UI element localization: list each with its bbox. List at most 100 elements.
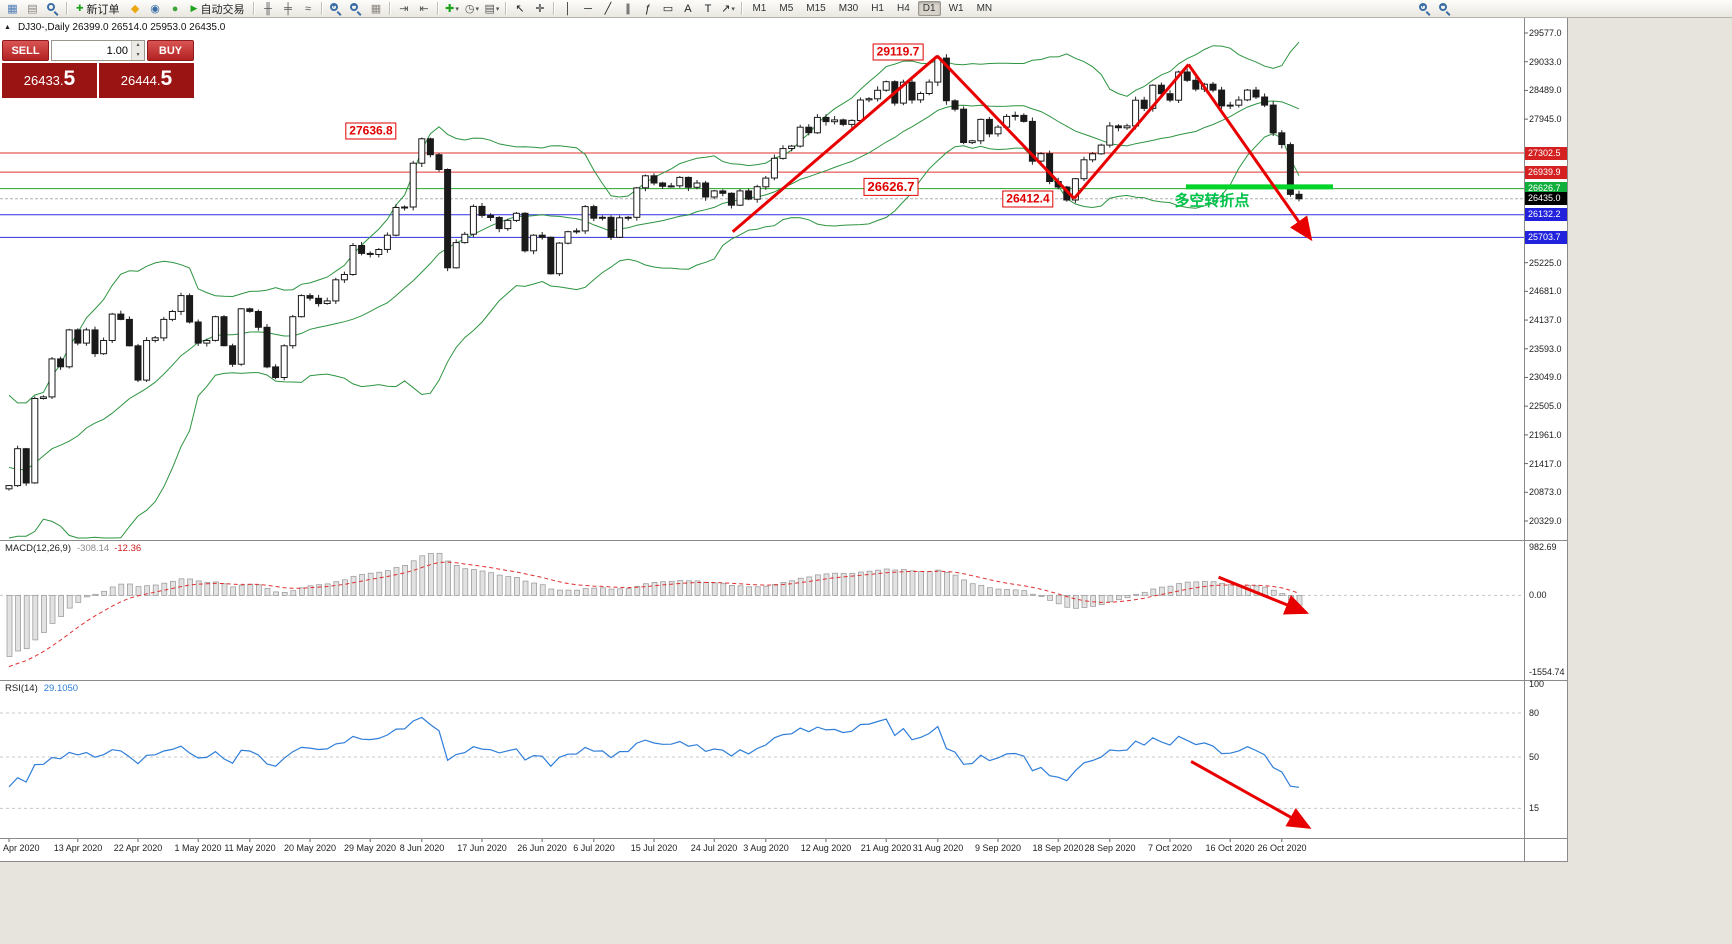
candlestick-chart-icon[interactable]: ╪ xyxy=(284,2,292,15)
templates-icon[interactable]: ▤ ▾ xyxy=(484,3,500,15)
find-zoom-in-icon[interactable]: + xyxy=(1415,1,1434,17)
timeframe-h1[interactable]: H1 xyxy=(871,3,884,14)
fibonacci-icon[interactable]: ƒ xyxy=(644,2,652,15)
price-tag: 26939.9 xyxy=(1525,166,1567,179)
timeframe-d1[interactable]: D1 xyxy=(917,1,941,16)
price-axis-label: 28489.0 xyxy=(1529,85,1562,95)
timeframe-m5[interactable]: M5 xyxy=(779,3,794,14)
time-axis-label: 26 Oct 2020 xyxy=(1257,843,1307,853)
buy-price[interactable]: 26444. 5 xyxy=(99,63,194,98)
horizontal-line-icon[interactable]: ─ xyxy=(584,2,592,15)
symbol-header: ▲ DJ30-,Daily 26399.0 26514.0 25953.0 26… xyxy=(4,22,225,33)
time-axis-label: 12 Aug 2020 xyxy=(800,843,852,853)
sell-price-main: 26433. xyxy=(23,73,64,88)
timeframe-m30[interactable]: M30 xyxy=(838,3,859,14)
vertical-line-icon[interactable]: │ xyxy=(564,2,572,15)
time-axis-label: 22 Apr 2020 xyxy=(113,843,163,853)
market-watch-icon[interactable] xyxy=(43,1,62,17)
time-axis-label: 8 Jun 2020 xyxy=(399,843,445,853)
shapes-icon[interactable]: ▭ xyxy=(662,3,674,15)
sell-price[interactable]: 26433. 5 xyxy=(2,63,97,98)
time-axis-label: 18 Sep 2020 xyxy=(1032,843,1084,853)
price-axis-label: 22505.0 xyxy=(1529,401,1562,411)
timeframe-m15[interactable]: M15 xyxy=(806,3,826,14)
volume-input[interactable] xyxy=(52,41,131,60)
price-annotation[interactable]: 29119.7 xyxy=(872,43,924,61)
crosshair-icon[interactable]: ✛ xyxy=(535,3,545,15)
rsi-axis-label: 80 xyxy=(1529,708,1540,718)
trendline-icon[interactable]: ╱ xyxy=(604,3,612,15)
navigator-icon[interactable]: ● xyxy=(171,2,179,15)
data-window-icon[interactable]: ◉ xyxy=(150,3,160,15)
turning-point-note[interactable]: 多空转折点 xyxy=(1174,192,1250,210)
periods-icon[interactable]: ◷ ▾ xyxy=(464,3,480,15)
toolbar-separator xyxy=(66,2,67,15)
price-annotation[interactable]: 27636.8 xyxy=(345,122,397,140)
text-label-icon[interactable]: T xyxy=(704,2,712,15)
new-chart-icon[interactable]: ▦ xyxy=(7,3,18,15)
new-order-button[interactable]: ✚ 新订单 xyxy=(76,3,120,16)
macd-axis-label: -1554.74 xyxy=(1529,667,1565,677)
macd-indicator-label: MACD(12,26,9) -308.14 -12.36 xyxy=(5,543,142,554)
autotrading-button-icon: ▶ xyxy=(190,3,198,13)
time-axis-label: 3 Aug 2020 xyxy=(743,843,789,853)
price-annotation[interactable]: 26626.7 xyxy=(863,177,919,197)
timeframe-m1[interactable]: M1 xyxy=(752,3,767,14)
rsi-axis-label: 15 xyxy=(1529,803,1540,813)
chart-shift-icon[interactable]: ⇤ xyxy=(419,3,429,15)
find-zoom-out-icon[interactable]: − xyxy=(1435,1,1454,17)
sell-button[interactable]: SELL xyxy=(2,40,49,61)
price-axis-label: 24681.0 xyxy=(1529,286,1562,296)
time-axis-label: 20 May 2020 xyxy=(283,843,337,853)
text-icon[interactable]: A xyxy=(684,2,692,15)
new-order-button-icon: ✚ xyxy=(76,3,84,13)
tile-windows-icon[interactable]: ▦ xyxy=(370,3,382,15)
main-toolbar: ▦ ▤ ✚ 新订单 ◆ ◉ ● ▶ 自动交易 ╫ ╪ ≈ + − ▦ ⇥ ⇤ ✚ ▾ ◷ ▾ ▤ ▾ ↖ ✛ │ ─ ╱ ∥ ƒ ▭ A T ↗ ▾… xyxy=(0,0,1732,18)
indicators-icon[interactable]: ✚ ▾ xyxy=(445,3,459,15)
timeframe-mn[interactable]: MN xyxy=(976,3,993,14)
time-axis-label: 1 May 2020 xyxy=(174,843,222,853)
toolbar-separator xyxy=(741,2,743,15)
price-axis-label: 24137.0 xyxy=(1529,315,1562,325)
zoom-in-icon[interactable]: + xyxy=(326,1,345,17)
price-tag: 26626.7 xyxy=(1525,182,1567,195)
auto-scroll-icon[interactable]: ⇥ xyxy=(399,3,409,15)
timeframe-h4[interactable]: H4 xyxy=(896,3,910,14)
volume-down-icon[interactable]: ▾ xyxy=(132,50,144,60)
time-axis-label: 24 Jul 2020 xyxy=(690,843,738,853)
autotrading-button[interactable]: ▶ 自动交易 xyxy=(190,3,245,16)
toolbar-separator xyxy=(553,2,555,15)
one-click-collapse-icon[interactable]: ▲ xyxy=(4,24,11,31)
price-axis-label: 21417.0 xyxy=(1529,459,1562,469)
price-tag: 26132.2 xyxy=(1525,208,1567,221)
toolbar-separator xyxy=(437,2,439,15)
time-axis-label: 17 Jun 2020 xyxy=(457,843,507,853)
price-axis-label: 27945.0 xyxy=(1529,114,1562,124)
time-axis-label: 16 Oct 2020 xyxy=(1205,843,1255,853)
metaeditor-icon[interactable]: ◆ xyxy=(130,3,140,15)
volume-up-icon[interactable]: ▴ xyxy=(132,41,144,51)
buy-price-big: 5 xyxy=(160,67,173,90)
toolbar-separator xyxy=(505,2,507,15)
time-axis-label: 11 May 2020 xyxy=(224,843,276,853)
cursor-icon[interactable]: ↖ xyxy=(515,3,525,15)
time-axis-label: 26 Jun 2020 xyxy=(517,843,567,853)
timeframe-w1[interactable]: W1 xyxy=(948,3,964,14)
line-chart-icon[interactable]: ≈ xyxy=(304,2,311,15)
channel-icon[interactable]: ∥ xyxy=(625,3,631,15)
bar-chart-icon[interactable]: ╫ xyxy=(264,2,272,15)
chart-canvas[interactable] xyxy=(0,0,1568,862)
toolbar-separator xyxy=(253,2,255,15)
time-axis-label: 15 Jul 2020 xyxy=(630,843,678,853)
arrows-icon[interactable]: ↗ ▾ xyxy=(721,3,735,15)
price-annotation[interactable]: 26412.4 xyxy=(1002,190,1054,208)
zoom-out-icon[interactable]: − xyxy=(346,1,365,17)
price-axis-label: 23049.0 xyxy=(1529,372,1562,382)
price-tag: 27302.5 xyxy=(1525,147,1567,160)
profiles-icon[interactable]: ▤ xyxy=(27,3,38,15)
symbol-ohlc-text: DJ30-,Daily 26399.0 26514.0 25953.0 2643… xyxy=(17,22,226,33)
buy-button[interactable]: BUY xyxy=(147,40,194,61)
macd-axis-label: 0.00 xyxy=(1529,590,1547,600)
price-tag: 25703.7 xyxy=(1525,231,1567,244)
sell-price-big: 5 xyxy=(63,67,76,90)
